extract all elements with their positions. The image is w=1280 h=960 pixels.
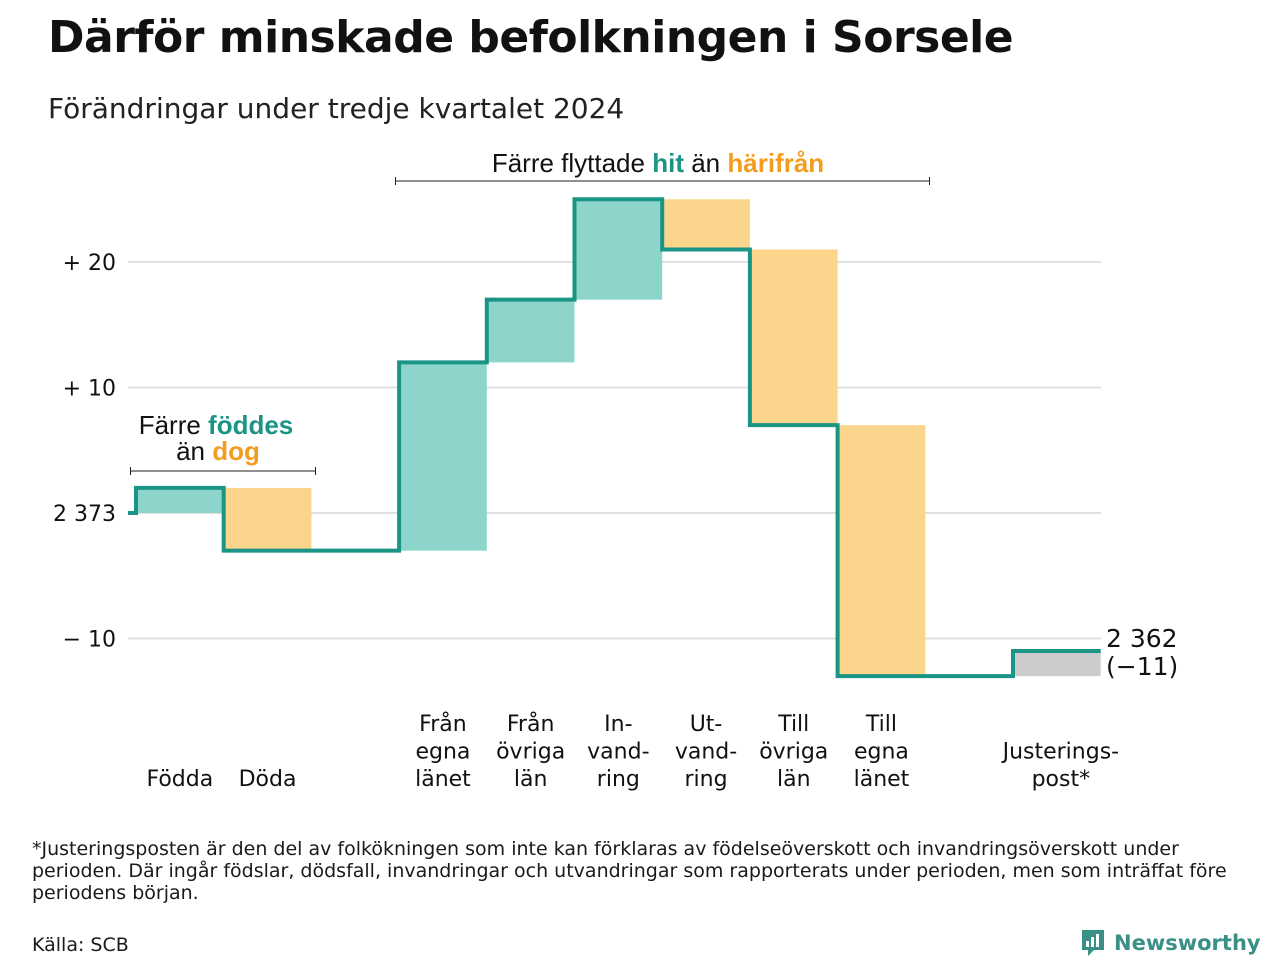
x-category-label: In- <box>604 712 632 737</box>
brand-logo: Newsworthy <box>1080 928 1261 958</box>
x-category-label: länet <box>854 767 910 792</box>
births-annotation-line-2: än dog <box>176 436 260 466</box>
bar-increase <box>136 487 224 513</box>
migration-annotation: Färre flyttade hit än härifrån <box>395 148 930 185</box>
newsworthy-logo-icon <box>1082 930 1104 956</box>
x-category-label: post* <box>1032 767 1091 792</box>
x-category-label: övriga <box>496 740 565 765</box>
bar-increase <box>486 299 575 363</box>
x-category-label: Döda <box>239 767 297 792</box>
x-category-label: egna <box>415 740 470 765</box>
x-category-label: län <box>514 767 548 792</box>
x-category-label: vand- <box>587 740 649 765</box>
y-tick-label: + 10 <box>63 377 116 402</box>
x-category-label: Från <box>507 711 555 737</box>
x-axis-labels: Födda DödaFrånegnalänetFrånövrigalänIn-va… <box>146 711 1119 792</box>
x-category-label: vand- <box>675 740 737 765</box>
x-category-label: ring <box>685 767 728 792</box>
bars <box>136 199 1101 677</box>
x-category-label: Till <box>865 712 897 737</box>
end-change-label: (−11) <box>1106 652 1178 681</box>
births-annotation: Färre föddes än dog <box>130 410 316 475</box>
y-tick-label: 2 373 <box>53 502 116 527</box>
x-category-label: län <box>777 767 811 792</box>
bar-increase <box>399 362 487 551</box>
bar-decrease <box>837 425 926 677</box>
x-category-label: Födda <box>146 767 213 792</box>
bar-decrease <box>662 199 750 250</box>
y-tick-label: + 20 <box>63 251 116 276</box>
x-category-label: ring <box>597 767 640 792</box>
x-category-label: egna <box>854 740 909 765</box>
x-category-label: Justerings- <box>1001 740 1120 765</box>
x-category-label: Ut- <box>690 712 723 737</box>
bar-decrease <box>749 249 838 426</box>
bar-adjustment <box>1013 651 1101 677</box>
page-title: Därför minskade befolkningen i Sorsele <box>48 12 1014 63</box>
brand-name: Newsworthy <box>1114 931 1261 955</box>
x-category-label: Till <box>777 712 809 737</box>
bar-decrease <box>223 487 312 551</box>
end-value-label: 2 362 <box>1106 624 1178 653</box>
waterfall-chart: + 20+ 102 373− 10 Födda DödaFrånegnalänet… <box>53 148 1178 792</box>
page-subtitle: Förändringar under tredje kvartalet 2024 <box>48 92 625 125</box>
x-category-label: länet <box>415 767 471 792</box>
source-credit: Källa: SCB <box>32 934 129 956</box>
footnote: *Justeringsposten är den del av folkökni… <box>32 838 1227 904</box>
bar-increase <box>574 199 663 300</box>
y-tick-label: − 10 <box>63 628 116 653</box>
y-axis-ticks: + 20 + 10 2 373 − 10 <box>53 251 116 653</box>
migration-annotation-text: Färre flyttade hit än härifrån <box>492 148 824 178</box>
births-annotation-line-1: Färre föddes <box>139 410 294 440</box>
population-step-line <box>128 197 1101 679</box>
x-category-label: Från <box>419 711 467 737</box>
gridlines <box>128 261 1101 640</box>
x-category-label: övriga <box>759 740 828 765</box>
